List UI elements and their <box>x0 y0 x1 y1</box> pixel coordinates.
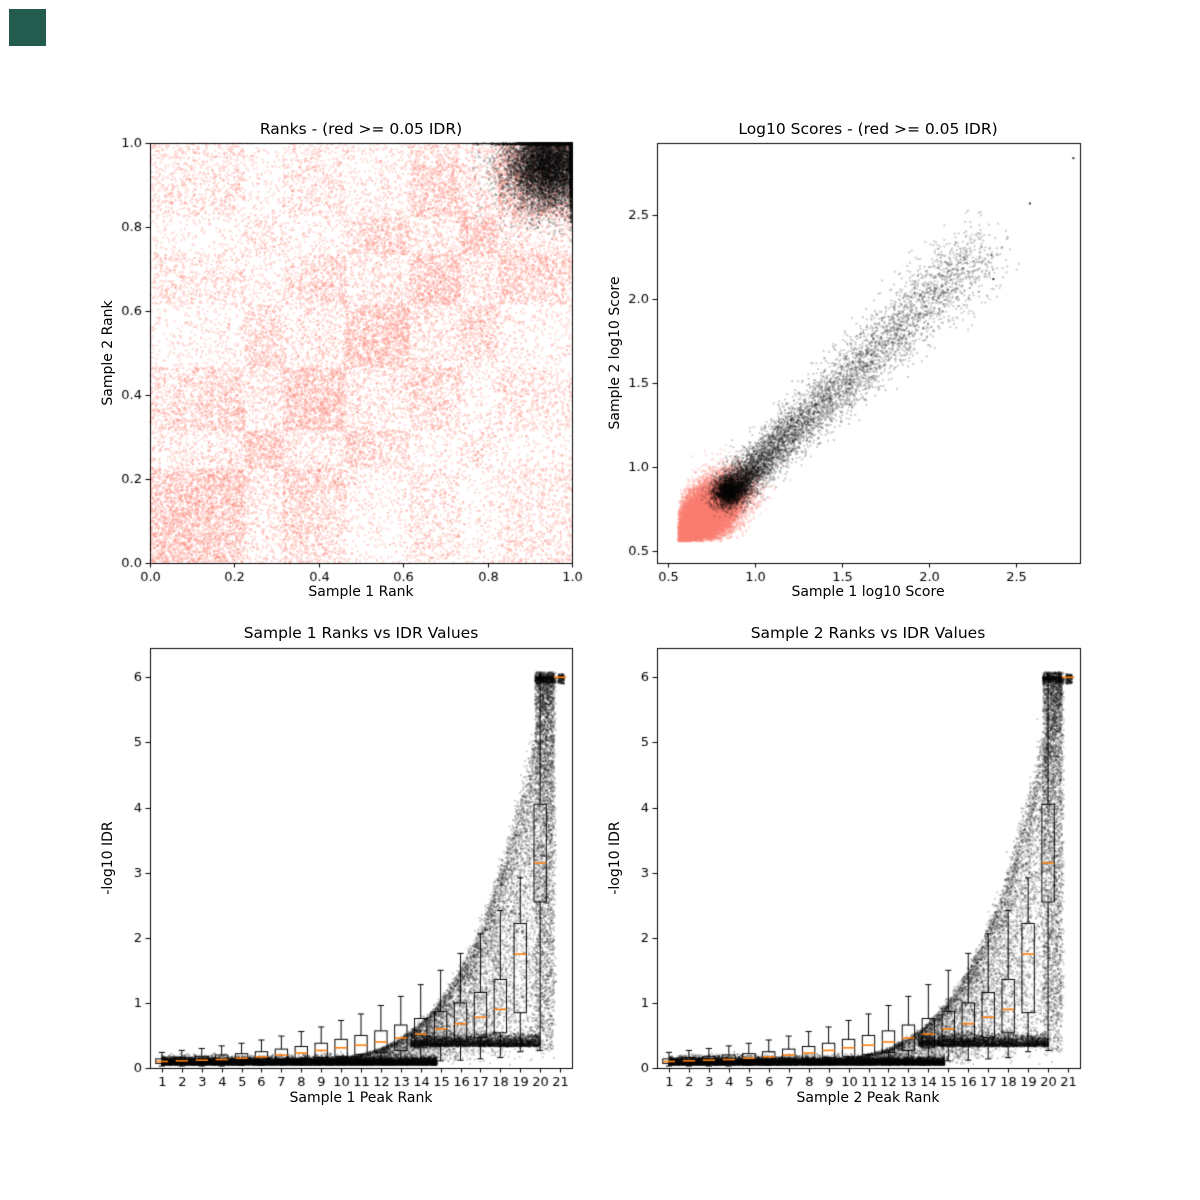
sample1-idr-plot-title: Sample 1 Ranks vs IDR Values <box>243 624 479 642</box>
sample1-idr-xaxis-label: Sample 1 Peak Rank <box>289 1090 433 1106</box>
scores-xaxis-label: Sample 1 log10 Score <box>791 584 945 600</box>
sample2-idr-plot-title: Sample 2 Ranks vs IDR Values <box>750 624 986 642</box>
ranks-xaxis-label: Sample 1 Rank <box>308 584 414 600</box>
sample1-idr-yaxis-label: -log10 IDR <box>100 821 116 895</box>
corner-swatch <box>9 9 46 46</box>
sample2-idr-yaxis-label: -log10 IDR <box>607 821 623 895</box>
scores-yaxis-label: Sample 2 log10 Score <box>607 276 623 430</box>
ranks-yaxis-label: Sample 2 Rank <box>100 300 116 406</box>
ranks-plot-title: Ranks - (red >= 0.05 IDR) <box>259 120 463 138</box>
sample2-idr-xaxis-label: Sample 2 Peak Rank <box>796 1090 940 1106</box>
scores-plot-title: Log10 Scores - (red >= 0.05 IDR) <box>738 120 998 138</box>
